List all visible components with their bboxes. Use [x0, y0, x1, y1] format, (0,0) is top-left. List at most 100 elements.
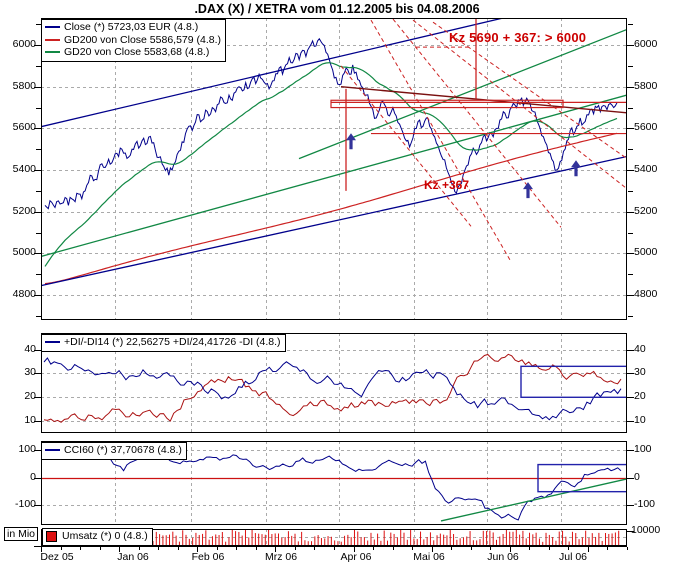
legend-label-umsatz: Umsatz (*) 0 (4.8.) — [62, 530, 148, 542]
price-ytick-right-1: 5800 — [634, 79, 658, 92]
legend-label-gd200: GD200 von Close 5586,579 (4.8.) — [64, 33, 222, 46]
legend-row-close: Close (*) 5723,03 EUR (4.8.) — [45, 21, 221, 34]
price-minortick — [628, 108, 633, 109]
price-minortick — [36, 212, 41, 213]
x-tick — [61, 547, 62, 550]
legend-label-di: +DI/-DI14 (*) 22,56275 +DI/24,41726 -DI … — [64, 336, 281, 348]
price-minortick — [628, 191, 633, 192]
price-minortick — [36, 316, 41, 317]
legend-row-umsatz: Umsatz (*) 0 (4.8.) — [46, 530, 148, 543]
legend-row-di: +DI/-DI14 (*) 22,56275 +DI/24,41726 -DI … — [45, 336, 281, 349]
x-tick — [607, 547, 608, 550]
di-ytick-left-3: 10 — [24, 414, 36, 427]
x-tick — [236, 547, 237, 550]
x-tick — [510, 547, 511, 552]
legend-label-cci: CCI60 (*) 37,70678 (4.8.) — [64, 444, 182, 456]
x-tick — [568, 547, 569, 550]
di-ytick-right-3: 10 — [634, 414, 646, 427]
price-minortick — [628, 170, 633, 171]
di-tick-r-2 — [627, 397, 634, 398]
price-ytick-right-6: 4800 — [634, 288, 658, 300]
price-ytick-left-1: 5800 — [12, 79, 36, 92]
x-tick — [217, 547, 218, 550]
legend-label-close: Close (*) 5723,03 EUR (4.8.) — [64, 21, 199, 33]
series-gd200 — [44, 132, 618, 285]
price-minortick — [628, 316, 633, 317]
price-minortick — [36, 108, 41, 109]
volume-plot-frame — [41, 529, 627, 546]
legend-row-cci: CCI60 (*) 37,70678 (4.8.) — [45, 444, 182, 457]
di-ytick-right-0: 40 — [634, 342, 646, 355]
x-axis-label-4: Apr 06 — [340, 551, 372, 563]
price-minortick — [36, 66, 41, 67]
legend-row-gd20: GD20 von Close 5583,68 (4.8.) — [45, 46, 221, 59]
x-tick — [529, 547, 530, 550]
x-tick — [490, 547, 491, 550]
series-close — [44, 37, 618, 210]
close-color-swatch — [45, 26, 60, 29]
cci-ytick-left-0: 100 — [18, 443, 36, 456]
di-tick-l-1 — [34, 373, 41, 374]
x-tick — [41, 547, 42, 552]
series-minus-di — [43, 353, 622, 423]
price-ytick-left-6: 4800 — [12, 288, 36, 300]
cci-ytick-right-2: -100 — [634, 497, 656, 510]
gd200-color-swatch — [45, 38, 60, 41]
x-tick — [451, 547, 452, 550]
di-ytick-left-0: 40 — [24, 342, 36, 355]
price-legend: Close (*) 5723,03 EUR (4.8.) GD200 von C… — [41, 19, 227, 62]
price-ytick-right-5: 5000 — [634, 246, 658, 259]
x-axis-label-7: Jul 06 — [558, 551, 588, 563]
fan-line-1 — [392, 18, 562, 228]
cci-highlight-box — [537, 463, 627, 493]
x-tick — [627, 547, 628, 550]
x-tick — [412, 547, 413, 550]
cci-legend: CCI60 (*) 37,70678 (4.8.) — [41, 442, 187, 460]
lower-trendline — [41, 155, 627, 287]
cci-tick-l-0 — [34, 450, 41, 451]
di-tick-r-3 — [627, 421, 634, 422]
cci-tick-l-1 — [34, 478, 41, 479]
legend-label-gd20: GD20 von Close 5583,68 (4.8.) — [64, 46, 210, 58]
x-tick — [393, 547, 394, 550]
price-minortick — [628, 128, 633, 129]
price-minortick — [628, 87, 633, 88]
di-plot-frame — [41, 333, 627, 433]
di-ytick-right-1: 30 — [634, 366, 646, 379]
x-tick — [471, 547, 472, 550]
cci-trendline — [440, 478, 627, 522]
price-ytick-left-4: 5200 — [12, 204, 36, 217]
x-tick — [334, 547, 335, 550]
price-ytick-right-3: 5400 — [634, 163, 658, 176]
page-title: .DAX (X) / XETRA vom 01.12.2005 bis 04.0… — [194, 2, 480, 16]
di-ytick-right-2: 20 — [634, 390, 646, 403]
x-tick — [314, 547, 315, 550]
volume-legend: Umsatz (*) 0 (4.8.) — [42, 528, 153, 546]
price-minortick — [628, 66, 633, 67]
fan-line-4 — [340, 65, 472, 227]
price-minortick — [36, 233, 41, 234]
x-axis-label-3: Mrz 06 — [264, 551, 298, 563]
price-minortick — [628, 295, 633, 296]
price-ytick-left-3: 5400 — [12, 163, 36, 176]
cci-tick-r-0 — [627, 450, 634, 451]
series-gd20 — [44, 62, 618, 267]
target-annotation: Kz 5690 + 367: > 6000 — [449, 30, 587, 45]
gd20-color-swatch — [45, 51, 60, 54]
series-plus-di — [43, 357, 622, 421]
price-ytick-right-2: 5600 — [634, 121, 658, 134]
fan-line-0 — [370, 19, 512, 262]
x-tick — [197, 547, 198, 552]
cci-plot — [41, 441, 627, 525]
x-tick — [295, 547, 296, 550]
buy-arrow-1 — [346, 133, 356, 150]
price-ytick-right-0: 6000 — [634, 38, 658, 51]
x-tick — [256, 547, 257, 550]
measure-box — [330, 99, 564, 109]
price-ytick-left-0: 6000 — [12, 38, 36, 51]
volume-unit-label: in Mio — [4, 527, 39, 541]
price-minortick — [36, 87, 41, 88]
fan-line-3 — [432, 21, 627, 159]
cci-ytick-left-1: 0 — [30, 470, 36, 483]
